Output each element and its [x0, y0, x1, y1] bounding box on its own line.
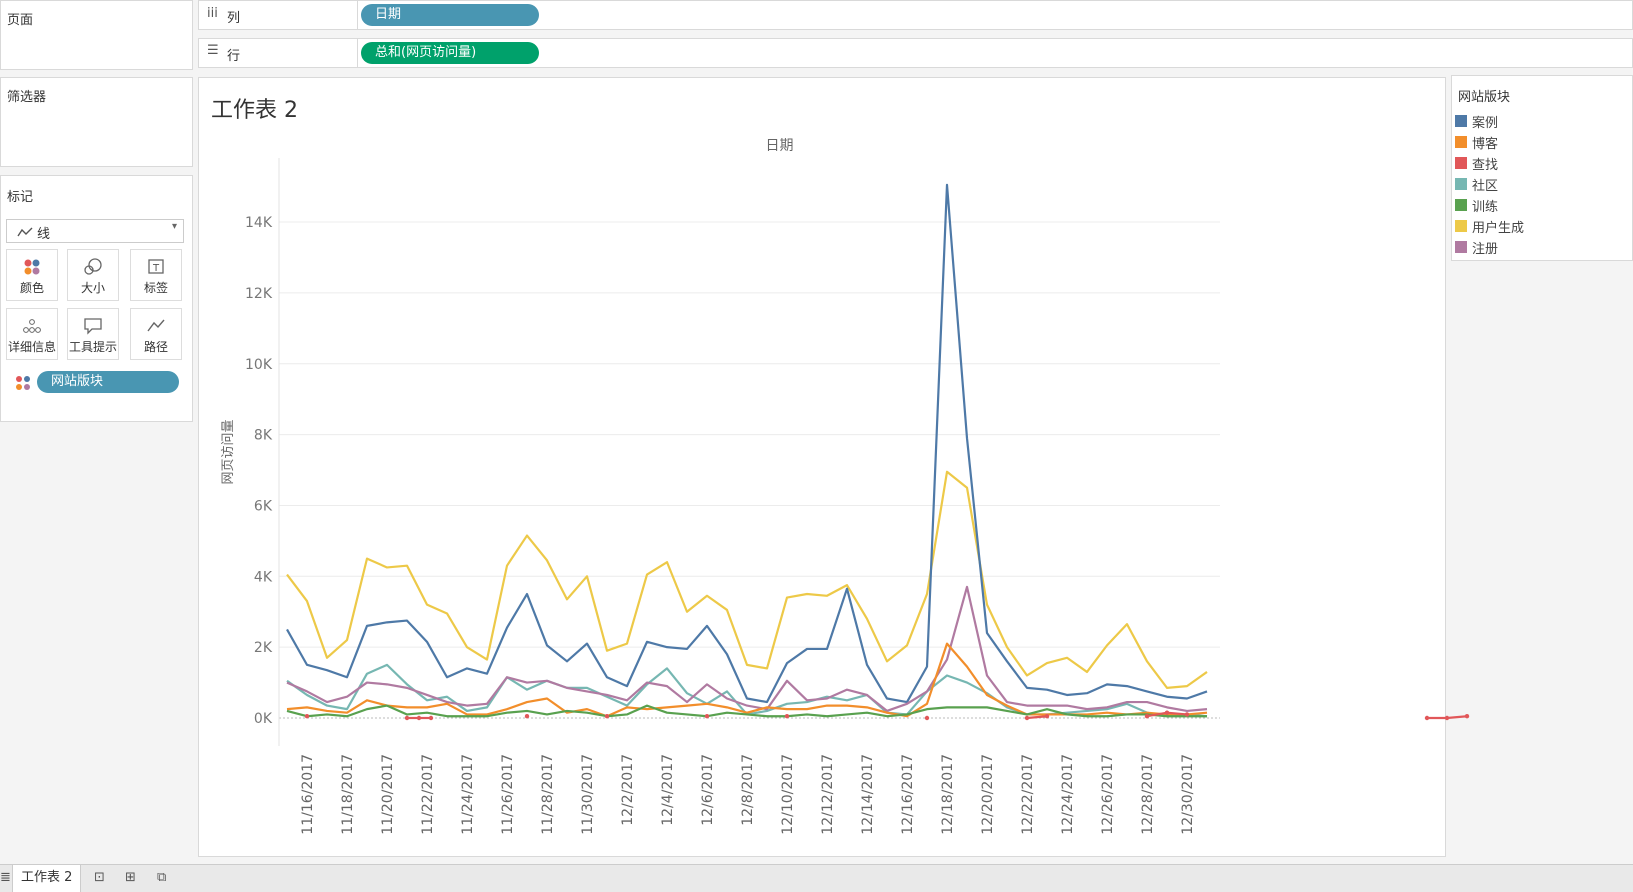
series-point: [1464, 714, 1470, 719]
marks-panel-title: 标记: [7, 190, 34, 205]
legend-title: 网站版块: [1458, 90, 1511, 105]
shelf-divider: [357, 1, 358, 29]
sheet-tab-bar: ≣ 工作表 2 ⊡ ⊞ ⧉: [0, 864, 1633, 892]
mark-size-label: 大小: [80, 281, 105, 295]
mark-tooltip-button[interactable]: 工具提示: [67, 308, 119, 360]
sheet-tab-previous[interactable]: ≣: [0, 870, 11, 885]
legend-label: 案例: [1472, 116, 1499, 131]
filters-panel[interactable]: 筛选器: [0, 77, 193, 167]
filters-panel-title: 筛选器: [7, 90, 47, 105]
legend-label: 用户生成: [1472, 221, 1525, 236]
line-mark-icon: [17, 227, 33, 237]
worksheet-title: 工作表 2: [211, 98, 298, 123]
color-pill-icon: [16, 376, 30, 390]
mark-label-label: 标签: [143, 281, 168, 295]
pages-panel: 页面: [0, 0, 193, 70]
mark-size-button[interactable]: 大小: [67, 249, 119, 301]
legend-swatch: [1455, 136, 1467, 148]
rows-shelf-label: 行: [227, 49, 241, 64]
color-field-pill[interactable]: 网站版块: [37, 371, 179, 393]
mark-type-label: 线: [37, 227, 51, 242]
path-icon: [147, 319, 165, 332]
sheet-tab-label: 工作表 2: [21, 870, 73, 885]
legend-label: 社区: [1472, 179, 1499, 194]
legend-label: 训练: [1472, 200, 1499, 215]
size-icon: [84, 258, 102, 275]
rows-icon: ☰: [207, 43, 219, 58]
mark-color-label: 颜色: [19, 281, 44, 295]
legend-swatch: [1455, 220, 1467, 232]
mark-label-button[interactable]: T 标签: [130, 249, 182, 301]
svg-text:T: T: [152, 263, 160, 274]
chevron-down-icon: ▾: [171, 221, 177, 232]
detail-icon: [23, 319, 41, 333]
legend-swatch: [1455, 157, 1467, 169]
rows-shelf: ☰ 行 总和(网页访问量): [198, 38, 1633, 68]
mark-detail-button[interactable]: 详细信息: [6, 308, 58, 360]
shelf-divider: [357, 39, 358, 67]
new-dashboard-icon[interactable]: ⊞: [125, 870, 136, 885]
mark-path-button[interactable]: 路径: [130, 308, 182, 360]
rows-measure-pill[interactable]: 总和(网页访问量): [361, 42, 539, 64]
mark-type-dropdown[interactable]: 线 ▾: [6, 219, 184, 243]
mark-detail-label: 详细信息: [7, 340, 56, 354]
color-icon: [24, 259, 40, 275]
legend-panel: 网站版块: [1451, 75, 1633, 261]
legend-label: 查找: [1472, 158, 1499, 173]
columns-shelf-label: 列: [227, 11, 241, 26]
new-worksheet-icon[interactable]: ⊡: [94, 870, 105, 885]
legend-swatch: [1455, 178, 1467, 190]
legend-swatch: [1455, 199, 1467, 211]
columns-shelf: iii 列 日期: [198, 0, 1633, 30]
mark-tooltip-label: 工具提示: [68, 340, 117, 354]
legend-swatch: [1455, 241, 1467, 253]
mark-color-button[interactable]: 颜色: [6, 249, 58, 301]
legend-label: 注册: [1472, 242, 1499, 257]
label-icon: T: [148, 259, 164, 274]
sheet-tab-active[interactable]: 工作表 2: [12, 865, 82, 892]
mark-path-label: 路径: [143, 340, 168, 354]
pages-panel-title: 页面: [7, 13, 34, 28]
columns-icon: iii: [207, 6, 218, 21]
tooltip-icon: [84, 318, 102, 335]
worksheet-view[interactable]: 工作表 2: [198, 77, 1446, 857]
legend-label: 博客: [1472, 137, 1499, 152]
legend-swatch: [1455, 115, 1467, 127]
new-story-icon[interactable]: ⧉: [157, 870, 167, 885]
columns-date-pill[interactable]: 日期: [361, 4, 539, 26]
series-segment: [1446, 715, 1468, 720]
